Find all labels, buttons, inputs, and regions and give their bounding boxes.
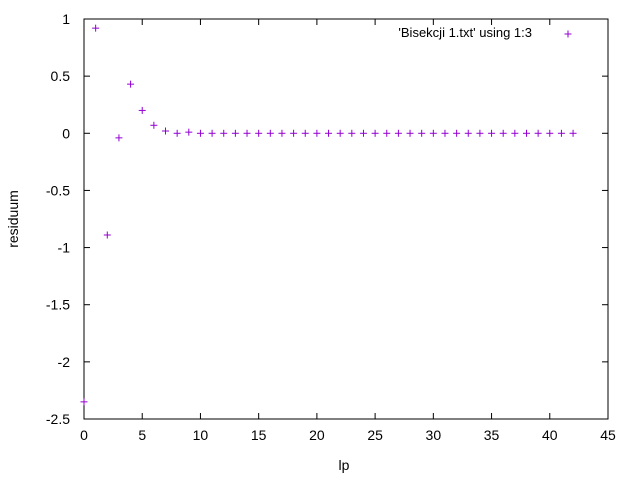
data-point bbox=[546, 129, 554, 137]
data-point bbox=[499, 129, 507, 137]
data-point bbox=[115, 134, 123, 142]
data-point bbox=[569, 129, 577, 137]
legend: 'Bisekcji 1.txt' using 1:3 bbox=[398, 25, 572, 40]
data-point bbox=[208, 129, 216, 137]
x-tick-label: 15 bbox=[251, 427, 267, 443]
data-point bbox=[150, 121, 158, 129]
data-point bbox=[534, 129, 542, 137]
y-tick-label: -2 bbox=[58, 354, 71, 370]
data-point bbox=[138, 106, 146, 114]
data-point bbox=[488, 129, 496, 137]
data-point bbox=[103, 231, 111, 239]
data-point bbox=[476, 129, 484, 137]
data-point bbox=[162, 127, 170, 135]
data-point bbox=[231, 129, 239, 137]
plot-frame bbox=[83, 18, 609, 420]
data-point bbox=[220, 129, 228, 137]
y-tick-label: 1 bbox=[62, 11, 70, 27]
y-tick-label: 0.5 bbox=[51, 68, 71, 84]
data-point bbox=[80, 398, 88, 406]
data-point bbox=[278, 129, 286, 137]
x-tick-label: 0 bbox=[80, 427, 88, 443]
y-tick-label: -1.5 bbox=[46, 297, 70, 313]
y-tick-label: 0 bbox=[62, 125, 70, 141]
data-point bbox=[522, 129, 530, 137]
data-point bbox=[92, 24, 100, 32]
data-point bbox=[464, 129, 472, 137]
data-point bbox=[453, 129, 461, 137]
y-tick-label: -1 bbox=[58, 240, 71, 256]
data-point bbox=[196, 129, 204, 137]
y-tick-label: -2.5 bbox=[46, 411, 70, 427]
data-point bbox=[371, 129, 379, 137]
x-tick-label: 35 bbox=[484, 427, 500, 443]
y-tick-labels: -2.5 -2 -1.5 -1 -0.5 0 0.5 1 bbox=[46, 11, 70, 427]
data-point bbox=[313, 129, 321, 137]
data-point bbox=[418, 129, 426, 137]
data-point bbox=[266, 129, 274, 137]
x-tick-label: 45 bbox=[600, 427, 616, 443]
x-tick-labels: 0 5 10 15 20 25 30 35 40 45 bbox=[80, 427, 616, 443]
data-point bbox=[557, 129, 565, 137]
data-point bbox=[394, 129, 402, 137]
x-tick-label: 10 bbox=[193, 427, 209, 443]
x-tick-label: 30 bbox=[426, 427, 442, 443]
data-point bbox=[290, 129, 298, 137]
data-point bbox=[359, 129, 367, 137]
y-tick-label: -0.5 bbox=[46, 182, 70, 198]
x-tick-label: 5 bbox=[138, 427, 146, 443]
data-point bbox=[511, 129, 519, 137]
data-point bbox=[336, 129, 344, 137]
data-point bbox=[255, 129, 263, 137]
legend-label: 'Bisekcji 1.txt' using 1:3 bbox=[398, 25, 532, 40]
data-point bbox=[243, 129, 251, 137]
data-point bbox=[325, 129, 333, 137]
x-tick-label: 40 bbox=[542, 427, 558, 443]
legend-marker bbox=[564, 30, 572, 38]
data-point bbox=[441, 129, 449, 137]
y-axis-label: residuum bbox=[5, 190, 21, 248]
data-point bbox=[173, 129, 181, 137]
data-point bbox=[383, 129, 391, 137]
axis-ticks bbox=[83, 18, 609, 420]
data-point bbox=[429, 129, 437, 137]
x-tick-label: 25 bbox=[367, 427, 383, 443]
x-tick-label: 20 bbox=[309, 427, 325, 443]
data-point bbox=[301, 129, 309, 137]
data-point bbox=[185, 128, 193, 136]
data-point bbox=[348, 129, 356, 137]
legend-marker-symbol bbox=[564, 30, 572, 38]
series-points bbox=[80, 24, 577, 406]
x-axis-label: lp bbox=[339, 457, 350, 473]
data-point bbox=[406, 129, 414, 137]
data-point bbox=[127, 80, 135, 88]
